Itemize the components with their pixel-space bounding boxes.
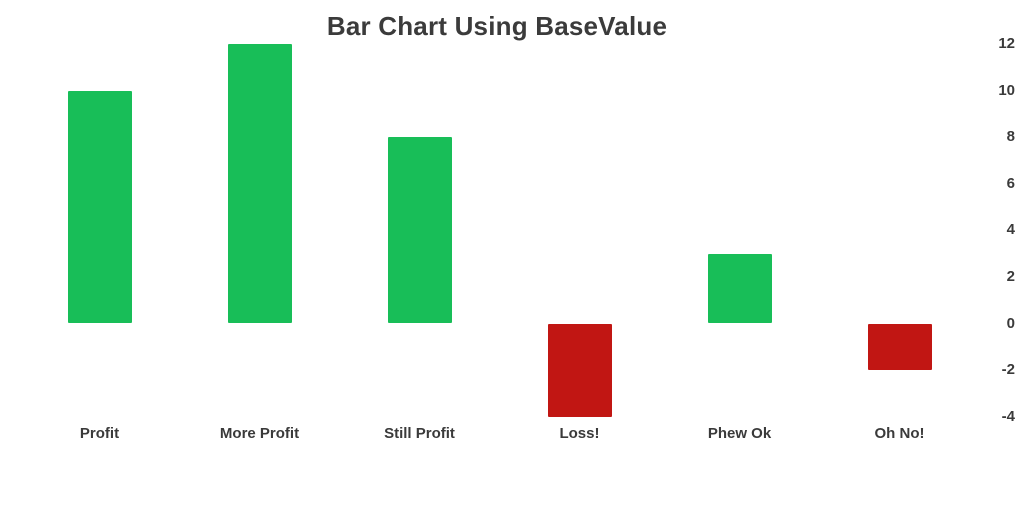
x-label-phew-ok: Phew Ok [707, 425, 772, 442]
y-tick-8: 8 [1006, 128, 1015, 146]
y-tick-4: 4 [1006, 221, 1015, 239]
y-tick-12: 12 [998, 35, 1015, 53]
y-tick-0: 0 [1006, 314, 1015, 332]
y-tick-6: 6 [1006, 174, 1015, 192]
bar-profit[interactable] [67, 90, 132, 324]
x-label-profit: Profit [79, 425, 120, 442]
y-tick-neg4: -4 [1001, 407, 1015, 425]
bar-oh-no[interactable] [867, 323, 932, 371]
y-tick-2: 2 [1006, 267, 1015, 285]
x-label-more-profit: More Profit [219, 425, 300, 442]
y-tick-neg2: -2 [1001, 361, 1015, 379]
x-label-loss: Loss! [559, 425, 600, 442]
x-label-still-profit: Still Profit [384, 425, 455, 442]
bar-loss[interactable] [547, 323, 612, 417]
y-tick-10: 10 [998, 81, 1015, 99]
bar-still-profit[interactable] [387, 137, 452, 324]
x-label-oh-no: Oh No! [874, 425, 925, 442]
bar-more-profit[interactable] [227, 44, 292, 324]
bar-phew-ok[interactable] [707, 253, 772, 324]
plot-area [67, 44, 932, 417]
chart-title: Bar Chart Using BaseValue [326, 11, 668, 41]
